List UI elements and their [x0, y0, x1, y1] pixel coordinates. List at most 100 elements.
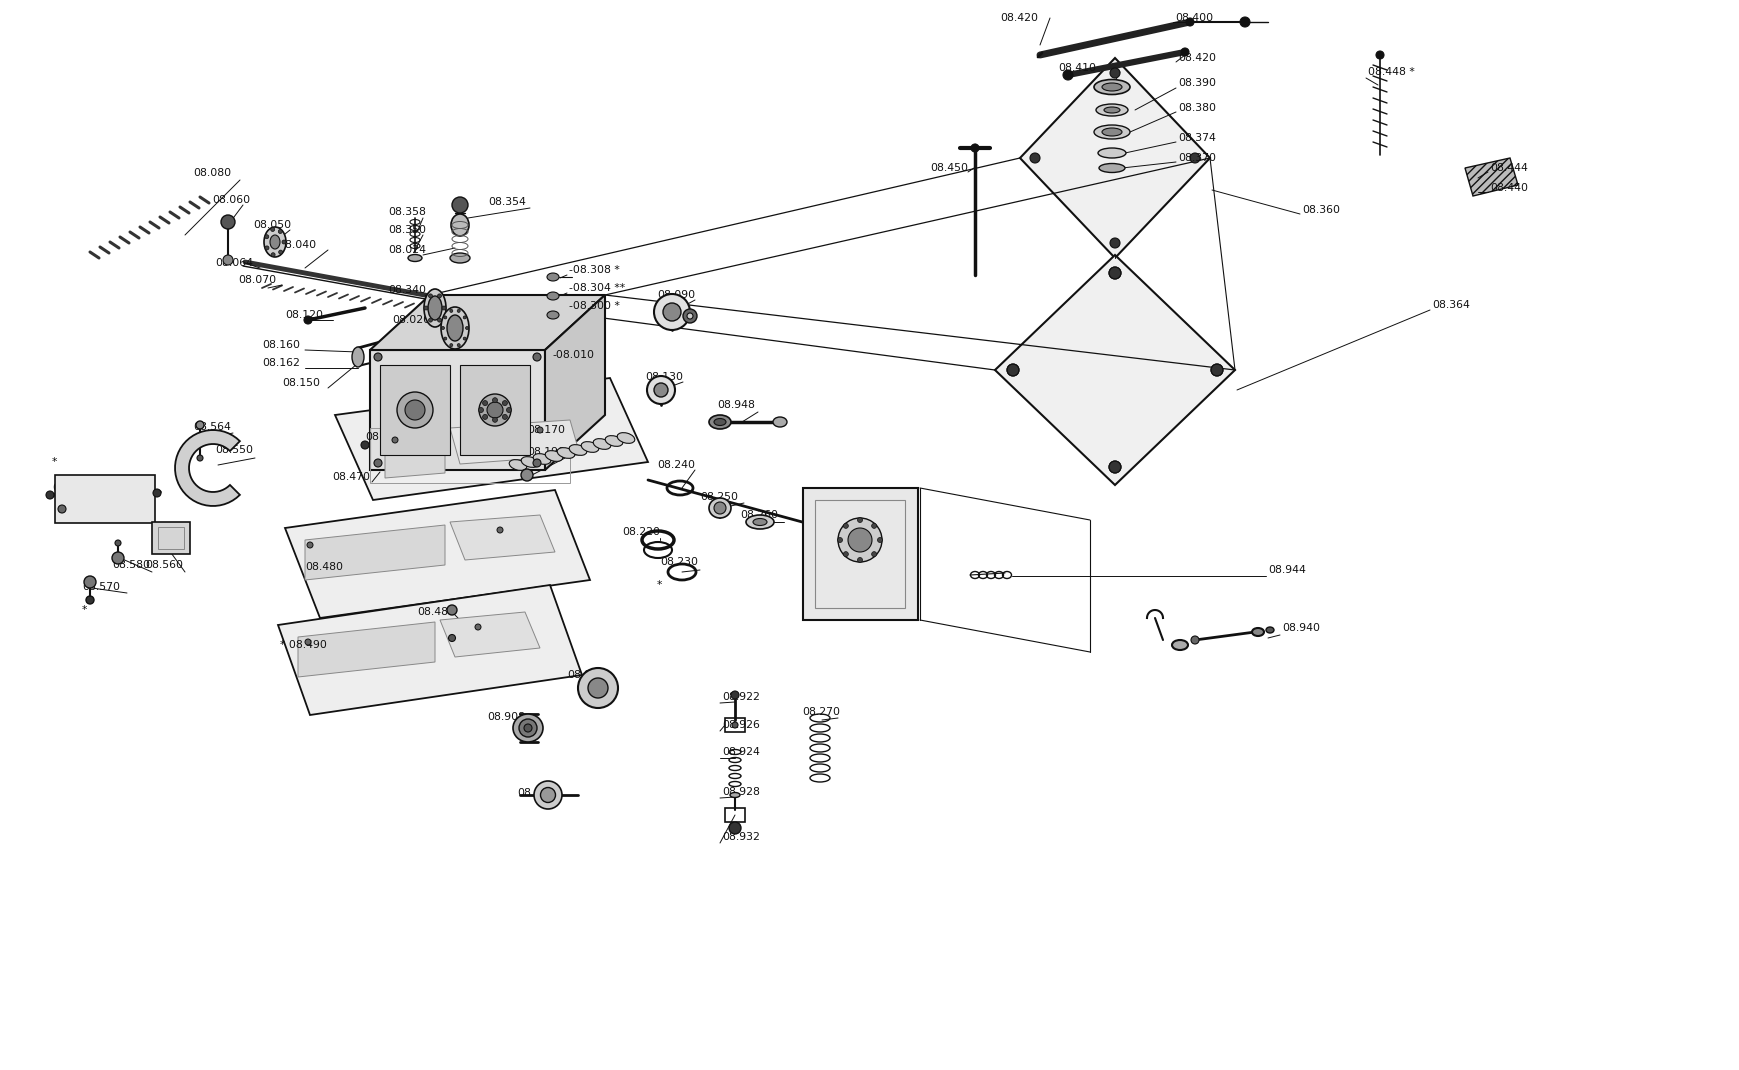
Circle shape — [1063, 70, 1073, 80]
Circle shape — [497, 528, 503, 533]
Circle shape — [857, 518, 863, 522]
Polygon shape — [297, 622, 435, 677]
Circle shape — [482, 414, 487, 419]
Ellipse shape — [532, 454, 551, 464]
Circle shape — [443, 316, 447, 319]
Polygon shape — [304, 525, 445, 580]
Bar — [56, 475, 155, 523]
Circle shape — [153, 489, 162, 496]
Ellipse shape — [546, 311, 558, 319]
Circle shape — [391, 437, 398, 443]
Text: 08.420: 08.420 — [1177, 54, 1216, 63]
Circle shape — [282, 240, 285, 244]
Ellipse shape — [1266, 627, 1273, 633]
Circle shape — [478, 408, 483, 413]
Circle shape — [857, 557, 863, 563]
Circle shape — [732, 722, 737, 728]
Text: 08.444: 08.444 — [1489, 163, 1527, 173]
Text: -08.300 *: -08.300 * — [569, 301, 619, 311]
Text: 08.120: 08.120 — [285, 310, 323, 320]
Text: 08.420: 08.420 — [1000, 13, 1038, 22]
Ellipse shape — [1103, 107, 1120, 113]
Circle shape — [492, 417, 497, 423]
Text: 08.560: 08.560 — [144, 560, 183, 570]
Circle shape — [466, 326, 468, 330]
Circle shape — [871, 523, 876, 529]
Text: 08.270: 08.270 — [802, 707, 840, 717]
Bar — [725, 808, 744, 822]
Circle shape — [1376, 51, 1383, 59]
Circle shape — [436, 318, 442, 322]
Polygon shape — [336, 378, 647, 500]
Ellipse shape — [556, 447, 574, 458]
Text: *: * — [52, 457, 57, 467]
Circle shape — [45, 491, 54, 499]
Text: 08.564: 08.564 — [193, 422, 231, 432]
Circle shape — [577, 668, 617, 708]
Ellipse shape — [1097, 148, 1125, 158]
Text: 08.064: 08.064 — [216, 258, 252, 268]
Text: -08.304 **: -08.304 ** — [569, 282, 624, 293]
Circle shape — [487, 402, 503, 418]
Text: 08.924: 08.924 — [722, 747, 760, 756]
Text: 08.050: 08.050 — [252, 220, 290, 230]
Circle shape — [871, 552, 876, 556]
Polygon shape — [384, 430, 445, 478]
Text: 08.090: 08.090 — [657, 290, 694, 300]
Circle shape — [442, 306, 445, 310]
Polygon shape — [285, 490, 590, 618]
Circle shape — [457, 343, 459, 347]
Ellipse shape — [1094, 125, 1129, 139]
Circle shape — [492, 398, 497, 402]
Text: 08.932: 08.932 — [722, 832, 760, 842]
Text: 08.358: 08.358 — [388, 207, 426, 217]
Bar — [158, 528, 184, 549]
Ellipse shape — [270, 235, 280, 249]
Circle shape — [532, 353, 541, 361]
Text: 08.354: 08.354 — [487, 197, 525, 207]
Text: 08.850: 08.850 — [52, 483, 90, 493]
Circle shape — [374, 353, 383, 361]
Ellipse shape — [513, 714, 543, 742]
Text: 08.440: 08.440 — [1489, 183, 1527, 193]
Polygon shape — [1464, 158, 1516, 196]
Polygon shape — [278, 585, 581, 715]
Polygon shape — [450, 421, 579, 464]
Circle shape — [450, 309, 452, 312]
Ellipse shape — [713, 418, 725, 426]
Circle shape — [588, 678, 607, 698]
Circle shape — [463, 337, 466, 340]
Text: 08.162: 08.162 — [263, 358, 299, 368]
Circle shape — [449, 635, 456, 642]
Ellipse shape — [428, 296, 442, 320]
Text: 08.940: 08.940 — [1282, 623, 1320, 633]
Bar — [725, 718, 744, 732]
Text: 08.570: 08.570 — [82, 582, 120, 592]
Circle shape — [221, 215, 235, 229]
Circle shape — [836, 537, 842, 542]
Ellipse shape — [544, 450, 562, 461]
Circle shape — [532, 459, 541, 467]
Circle shape — [970, 144, 979, 152]
Bar — [370, 428, 570, 483]
Circle shape — [278, 229, 282, 233]
Text: * 08.490: * 08.490 — [280, 640, 327, 649]
Circle shape — [304, 639, 311, 645]
Circle shape — [1210, 364, 1223, 376]
Text: 08.460: 08.460 — [365, 432, 403, 442]
Circle shape — [83, 576, 96, 589]
Ellipse shape — [730, 793, 739, 797]
Circle shape — [436, 294, 442, 297]
Text: 08.450: 08.450 — [929, 163, 967, 173]
Circle shape — [729, 822, 741, 834]
Circle shape — [838, 518, 882, 562]
Circle shape — [197, 455, 203, 461]
Ellipse shape — [447, 315, 463, 341]
Circle shape — [843, 523, 849, 529]
Text: 08.580: 08.580 — [111, 560, 150, 570]
Circle shape — [482, 400, 487, 406]
Circle shape — [1189, 153, 1200, 163]
Ellipse shape — [541, 788, 555, 802]
Text: 08.260: 08.260 — [739, 510, 777, 520]
Circle shape — [1007, 364, 1019, 376]
